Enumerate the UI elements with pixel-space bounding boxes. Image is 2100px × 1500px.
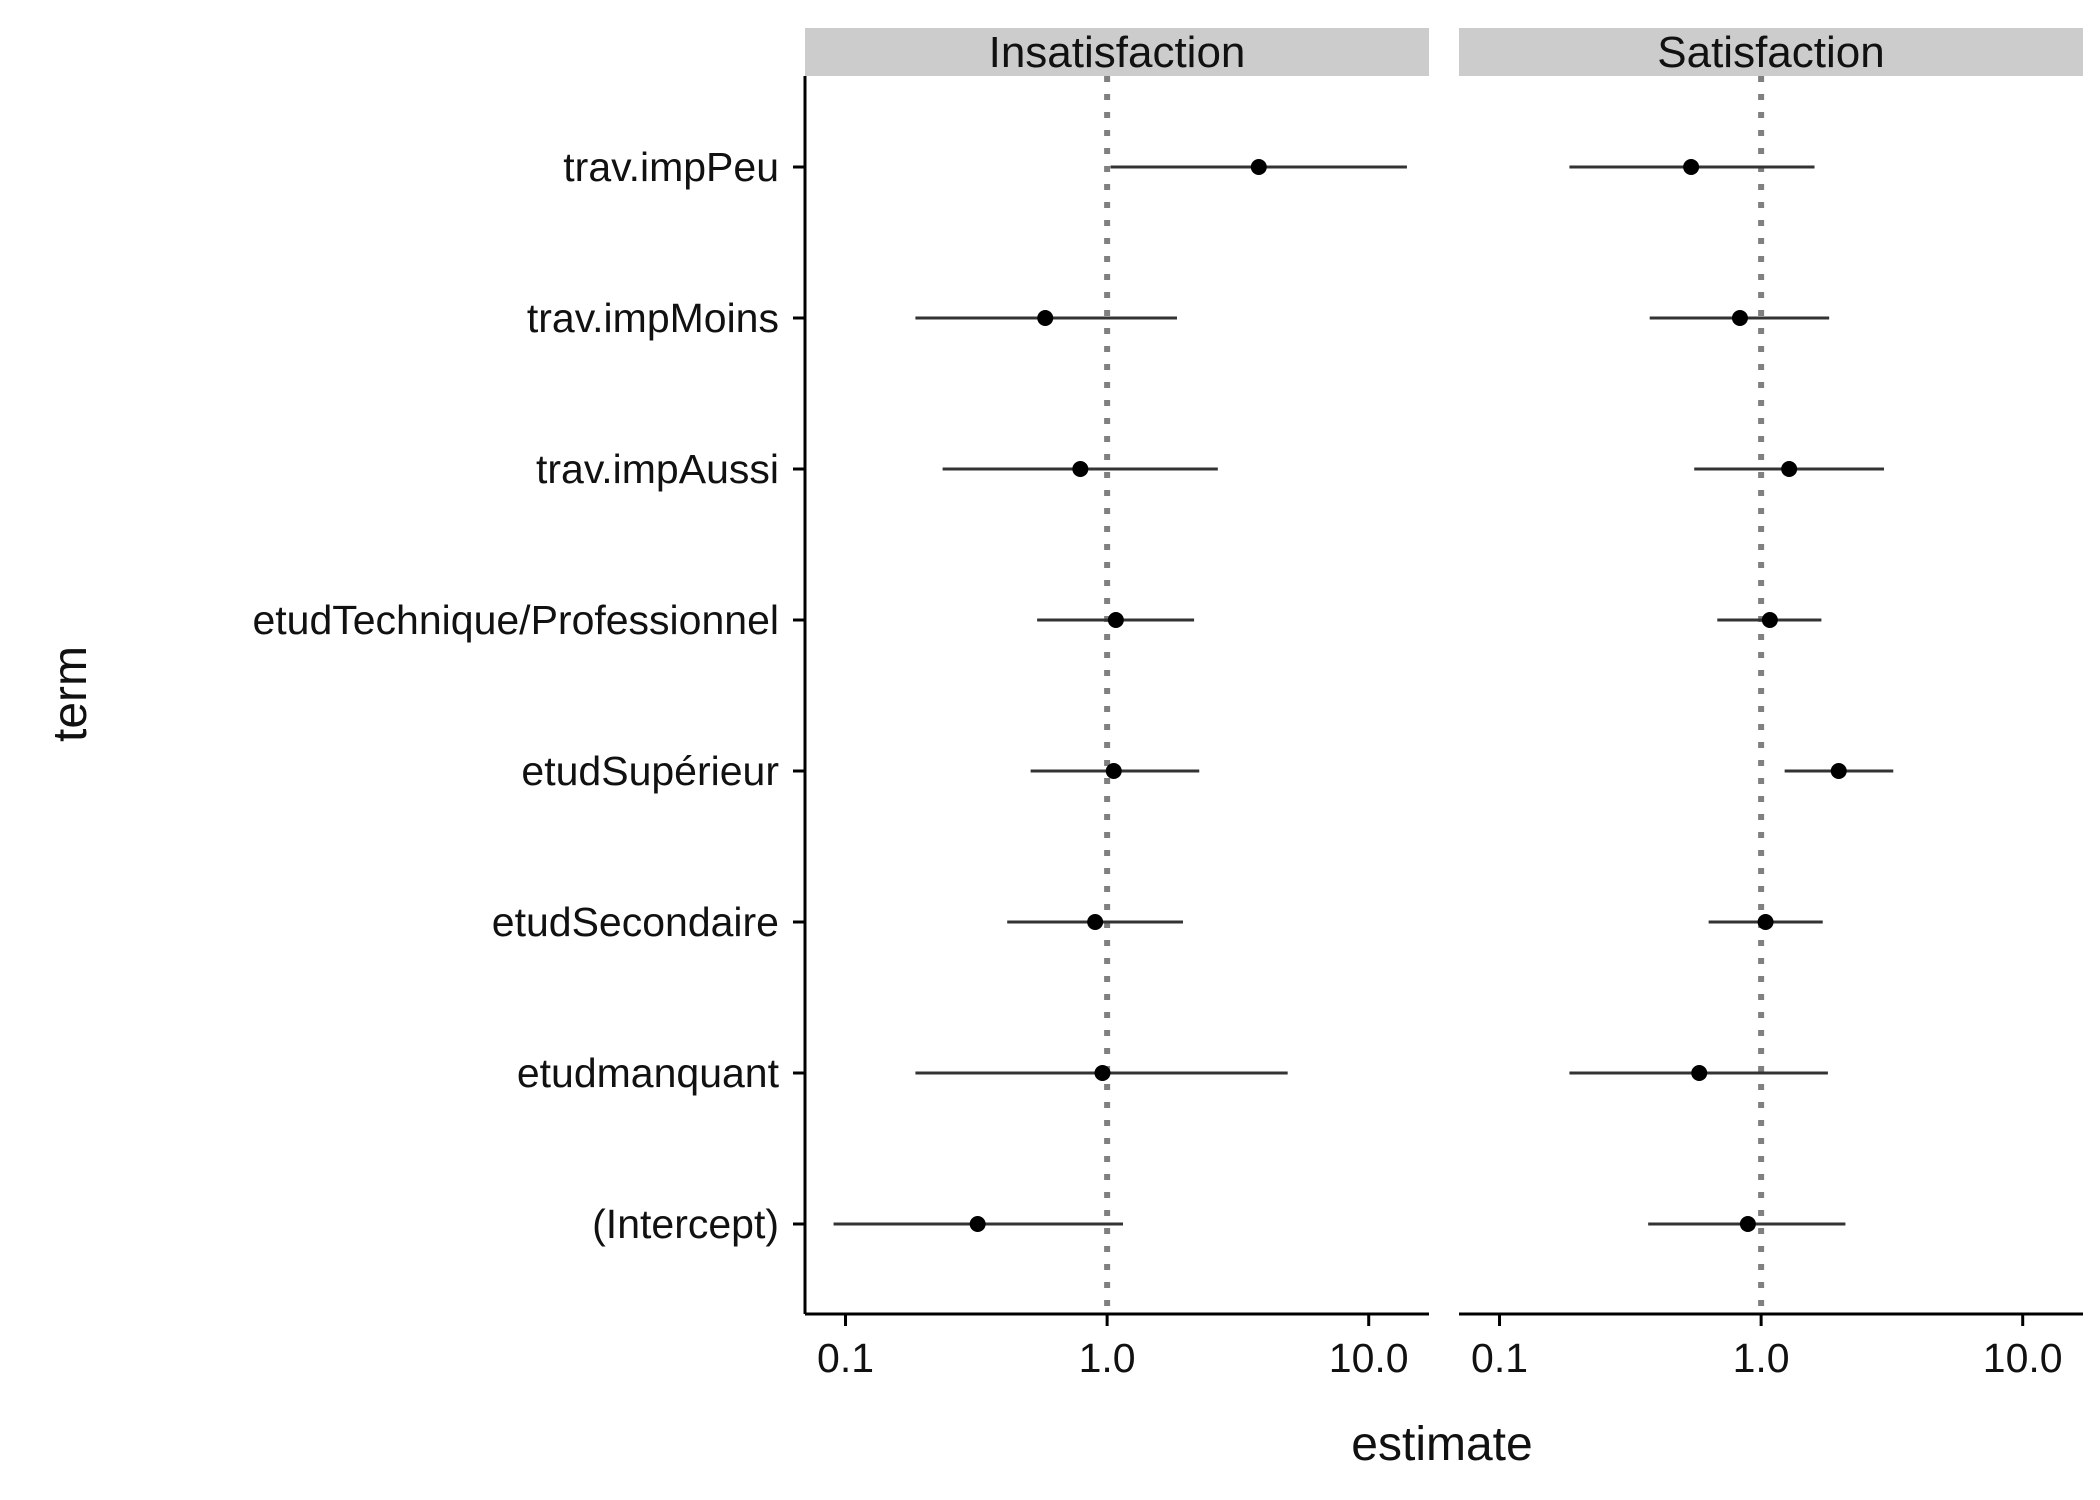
estimate-point xyxy=(1761,612,1778,628)
x-tick-label: 0.1 xyxy=(1471,1335,1528,1381)
estimate-point xyxy=(969,1216,986,1232)
y-tick-label: trav.impMoins xyxy=(527,295,779,341)
y-tick-label: etudmanquant xyxy=(517,1050,780,1096)
estimate-point xyxy=(1830,763,1847,779)
panel-satisfaction: Satisfaction 0.1 1.0 10.0 xyxy=(1459,28,2083,1381)
estimate-point xyxy=(1105,763,1122,779)
panel-insatisfaction: Insatisfaction 0.1 1.0 10.0 xyxy=(805,28,1429,1381)
estimate-point xyxy=(1731,310,1748,326)
y-tick-label: etudTechnique/Professionnel xyxy=(252,597,779,643)
y-tick-label: (Intercept) xyxy=(592,1201,779,1247)
x-axis-title: estimate xyxy=(1351,1418,1532,1471)
strip-label: Satisfaction xyxy=(1657,28,1884,77)
strip-background xyxy=(1459,28,2083,76)
strip-label: Insatisfaction xyxy=(989,28,1246,77)
y-axis-title: term xyxy=(44,646,97,742)
y-tick-label: trav.impAussi xyxy=(536,446,779,492)
estimate-point xyxy=(1781,461,1798,477)
estimate-point xyxy=(1072,461,1089,477)
y-tick-label: etudSupérieur xyxy=(521,748,779,794)
x-tick-label: 0.1 xyxy=(817,1335,874,1381)
estimate-point xyxy=(1757,914,1774,930)
estimate-point xyxy=(1683,159,1700,175)
estimate-point xyxy=(1739,1216,1756,1232)
strip-background xyxy=(805,28,1429,76)
y-tick-label: trav.impPeu xyxy=(563,144,779,190)
x-tick-label: 10.0 xyxy=(1983,1335,2063,1381)
estimate-point xyxy=(1691,1065,1708,1081)
estimate-point xyxy=(1250,159,1267,175)
estimate-point xyxy=(1107,612,1124,628)
x-tick-label: 10.0 xyxy=(1329,1335,1409,1381)
x-tick-label: 1.0 xyxy=(1079,1335,1136,1381)
estimate-point xyxy=(1094,1065,1111,1081)
estimate-point xyxy=(1037,310,1054,326)
y-tick-label: etudSecondaire xyxy=(492,899,779,945)
x-tick-label: 1.0 xyxy=(1733,1335,1790,1381)
facet-panels: Insatisfaction 0.1 1.0 10.0 Satisfaction 0.1 1… xyxy=(805,28,2083,1381)
estimate-point xyxy=(1087,914,1104,930)
y-axis: trav.impPeu trav.impMoins trav.impAussi etu… xyxy=(252,76,807,1314)
